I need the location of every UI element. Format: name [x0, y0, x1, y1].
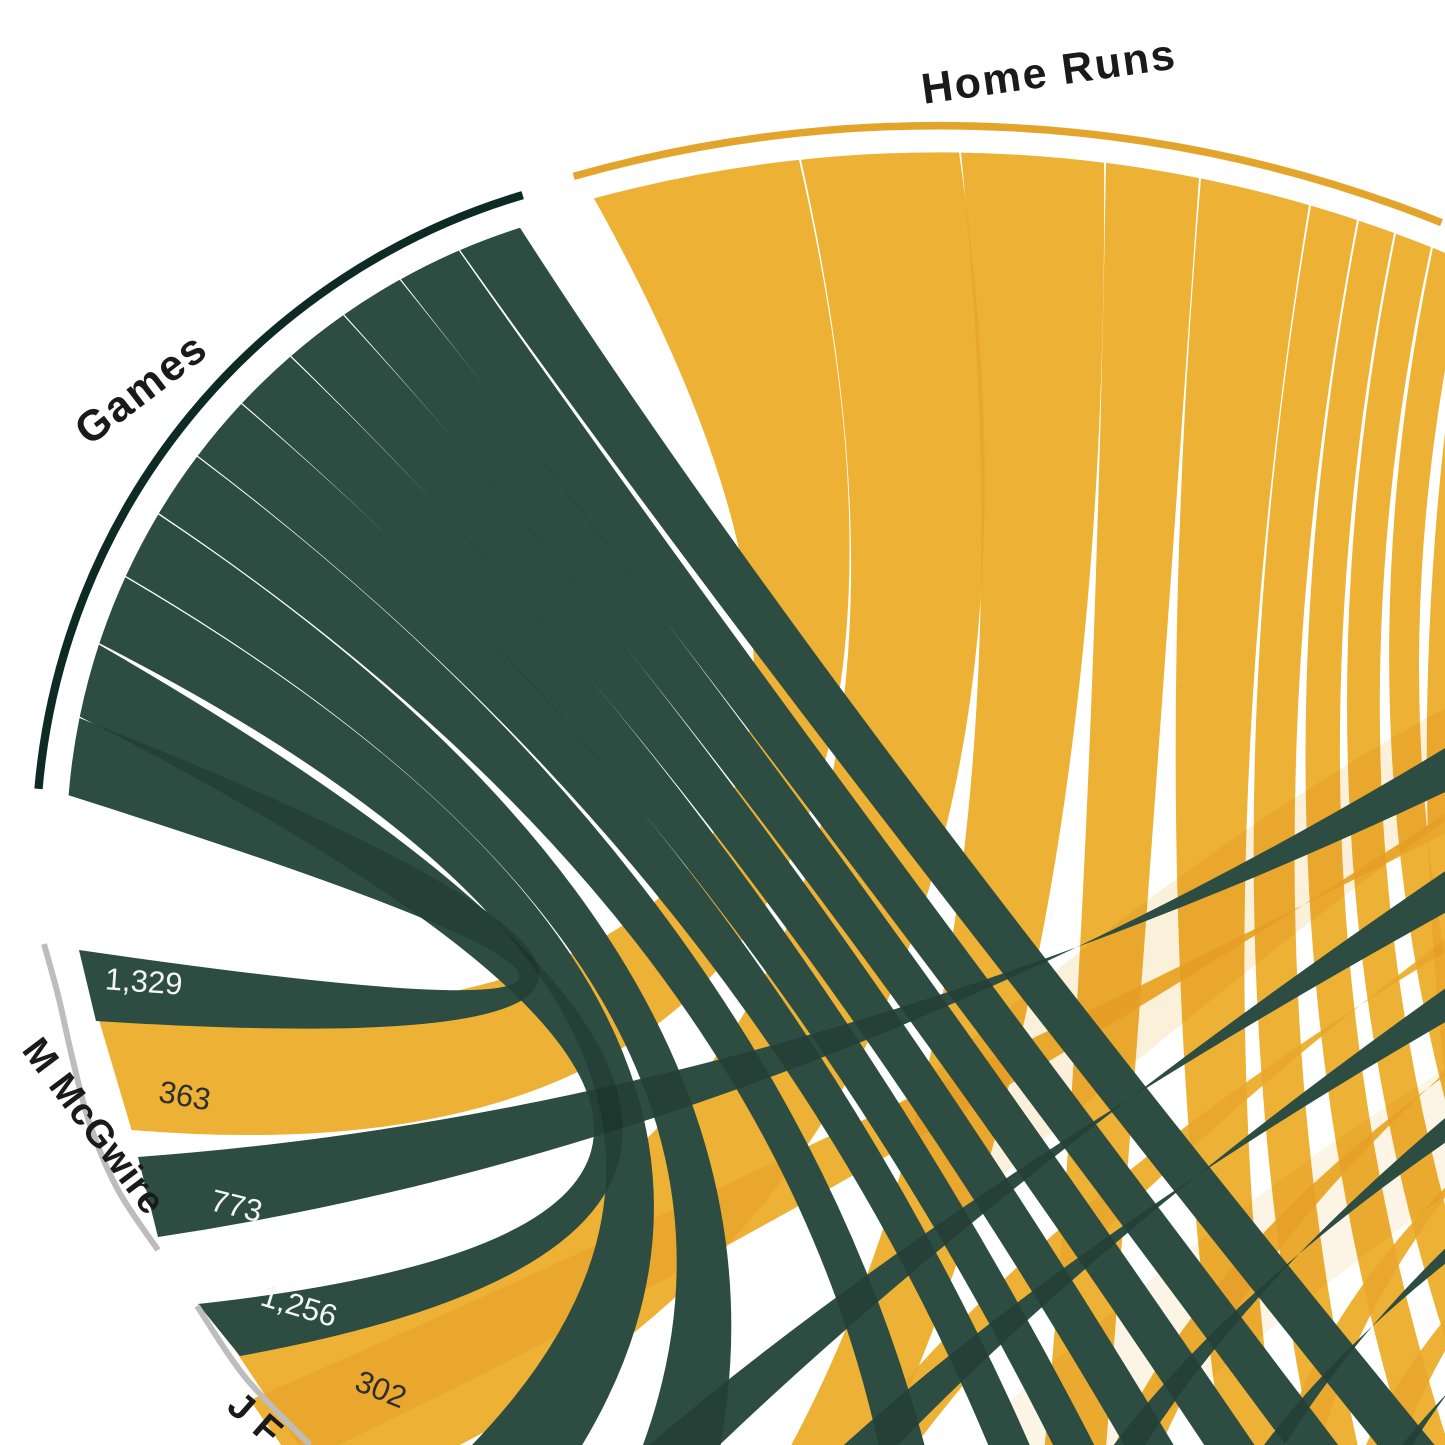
svg-text:1,329: 1,329 [104, 961, 184, 1001]
